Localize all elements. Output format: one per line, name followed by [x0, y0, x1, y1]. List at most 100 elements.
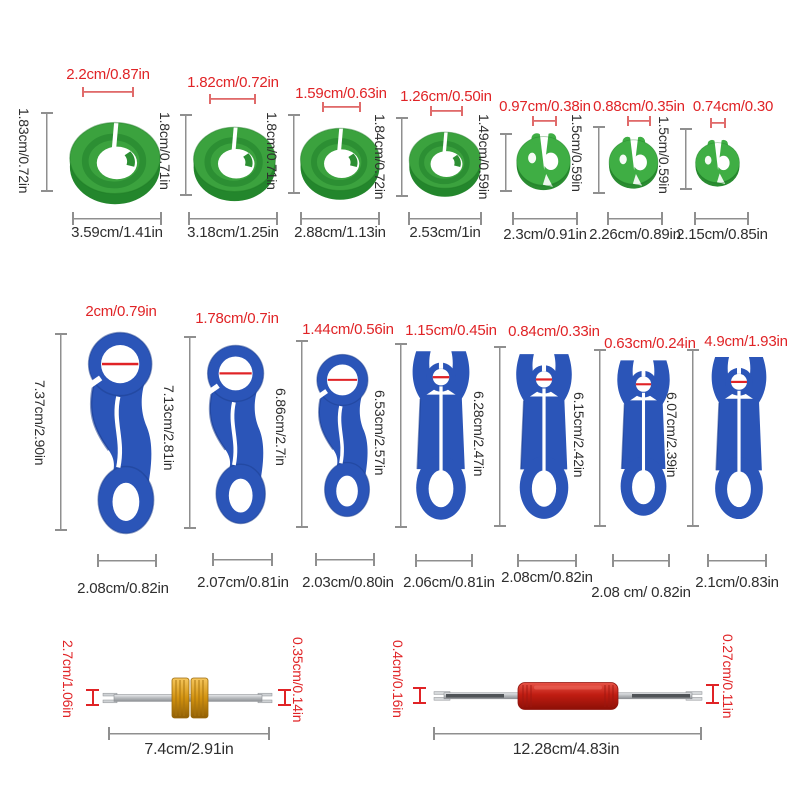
- hole-diameter-label: 1.78cm/0.7in: [195, 310, 279, 327]
- dimension-line: [680, 128, 692, 190]
- dimension-line: [612, 554, 670, 567]
- dimension-bracket: [209, 94, 256, 104]
- dimension-line: [500, 133, 512, 192]
- dimension-line: [694, 212, 749, 225]
- dimension-line: [288, 114, 300, 194]
- length-label: 7.37cm/2.90in: [32, 380, 48, 466]
- gold-valve-remover-image: [100, 676, 275, 720]
- hole-diameter-label: 1.44cm/0.56in: [302, 321, 394, 338]
- dimension-line: [408, 212, 482, 225]
- inner-diameter-label: 0.88cm/0.35in: [593, 98, 685, 115]
- blue-tool-image: [510, 346, 578, 528]
- dimension-line: [517, 554, 577, 567]
- height-label: 1.5cm/0.59in: [656, 116, 672, 194]
- tip-diameter-label: 0.35cm/0.14in: [290, 637, 306, 723]
- width-label: 2.07cm/0.81in: [197, 574, 289, 591]
- height-label: 1.84cm/0.72in: [372, 114, 388, 200]
- length-label: 6.07cm/2.39in: [664, 392, 680, 478]
- hole-diameter-label: 0.63cm/0.24in: [604, 335, 696, 352]
- dimension-bracket: [430, 106, 463, 116]
- length-label: 12.28cm/4.83in: [512, 741, 620, 758]
- dimension-line: [55, 333, 67, 531]
- dimension-bracket: [627, 116, 651, 126]
- dimension-line: [188, 212, 278, 225]
- length-label: 6.15cm/2.42in: [571, 392, 587, 478]
- dimension-line: [108, 727, 270, 740]
- height-label: 1.8cm/0.71in: [157, 112, 173, 190]
- height-label: 0.4cm/0.16in: [390, 640, 406, 718]
- dimension-line: [395, 343, 407, 528]
- green-ring-image: [298, 122, 382, 202]
- inner-diameter-label: 1.82cm/0.72in: [187, 74, 279, 91]
- blue-tool-image: [707, 349, 771, 528]
- red-valve-remover-image: [432, 676, 704, 716]
- inner-diameter-label: 1.59cm/0.63in: [295, 85, 387, 102]
- inner-diameter-label: 1.26cm/0.50in: [400, 88, 492, 105]
- outer-diameter-label: 2.53cm/1in: [409, 224, 481, 241]
- dimension-line: [212, 553, 273, 566]
- inner-diameter-label: 0.74cm/0.30: [692, 98, 774, 115]
- dimension-line: [396, 117, 408, 197]
- dimension-line: [687, 349, 699, 527]
- dimension-bracket: [278, 689, 291, 706]
- length-label: 6.53cm/2.57in: [372, 390, 388, 476]
- height-label: 2.7cm/1.06in: [60, 640, 76, 718]
- width-label: 2.03cm/0.80in: [302, 574, 394, 591]
- height-label: 1.8cm/0.71in: [264, 112, 280, 190]
- green-clip-image: [690, 133, 745, 194]
- height-label: 1.49cm/0.59in: [476, 114, 492, 200]
- dimension-bracket: [706, 684, 719, 704]
- width-label: 2.06cm/0.81in: [403, 574, 495, 591]
- inner-diameter-label: 2.2cm/0.87in: [66, 66, 150, 83]
- hole-diameter-label: 1.15cm/0.45in: [405, 322, 497, 339]
- height-label: 1.5cm/0.59in: [569, 114, 585, 192]
- dimension-bracket: [86, 689, 99, 706]
- width-label: 2.08cm/0.82in: [501, 569, 593, 586]
- dimension-line: [433, 727, 702, 740]
- green-ring-image: [407, 124, 483, 201]
- green-clip-image: [603, 130, 664, 196]
- dimension-line: [707, 554, 767, 567]
- blue-tool-image: [404, 343, 478, 529]
- outer-diameter-label: 2.15cm/0.85in: [676, 226, 768, 243]
- blue-tool-image: [80, 329, 168, 537]
- dimension-line: [72, 212, 162, 225]
- dimension-line: [97, 554, 157, 567]
- dimension-line: [180, 114, 192, 196]
- dimension-bracket: [82, 87, 134, 97]
- dimension-bracket: [413, 687, 426, 704]
- dimension-line: [296, 340, 308, 528]
- dimension-line: [415, 554, 473, 567]
- hole-diameter-label: 4.9cm/1.93in: [704, 333, 788, 350]
- outer-diameter-label: 3.59cm/1.41in: [71, 224, 163, 241]
- dimension-line: [184, 336, 196, 529]
- width-label: 2.1cm/0.83in: [695, 574, 779, 591]
- dimension-line: [315, 553, 375, 566]
- length-label: 6.86cm/2.7in: [273, 388, 289, 466]
- height-label: 1.83cm/0.72in: [16, 108, 32, 194]
- green-clip-image: [510, 127, 577, 197]
- dimension-line: [300, 212, 380, 225]
- dimension-line: [41, 112, 53, 192]
- dimension-bracket: [532, 116, 557, 126]
- hole-diameter-label: 2cm/0.79in: [85, 303, 157, 320]
- outer-diameter-label: 2.88cm/1.13in: [294, 224, 386, 241]
- tip-diameter-label: 0.27cm/0.11in: [720, 634, 736, 719]
- length-label: 7.4cm/2.91in: [144, 741, 234, 758]
- dimension-bracket: [322, 102, 361, 112]
- inner-diameter-label: 0.97cm/0.38in: [499, 98, 591, 115]
- green-ring-image: [67, 116, 163, 206]
- dimension-line: [607, 212, 663, 225]
- length-label: 6.28cm/2.47in: [471, 391, 487, 477]
- width-label: 2.08 cm/ 0.82in: [591, 584, 691, 601]
- outer-diameter-label: 2.26cm/0.89in: [589, 226, 681, 243]
- outer-diameter-label: 3.18cm/1.25in: [187, 224, 279, 241]
- dimension-line: [593, 126, 605, 194]
- width-label: 2.08cm/0.82in: [77, 580, 169, 597]
- length-label: 7.13cm/2.81in: [161, 385, 177, 471]
- blue-tool-image: [200, 334, 278, 535]
- dimension-line: [594, 349, 606, 527]
- outer-diameter-label: 2.3cm/0.91in: [503, 226, 587, 243]
- dimension-bracket: [710, 118, 726, 128]
